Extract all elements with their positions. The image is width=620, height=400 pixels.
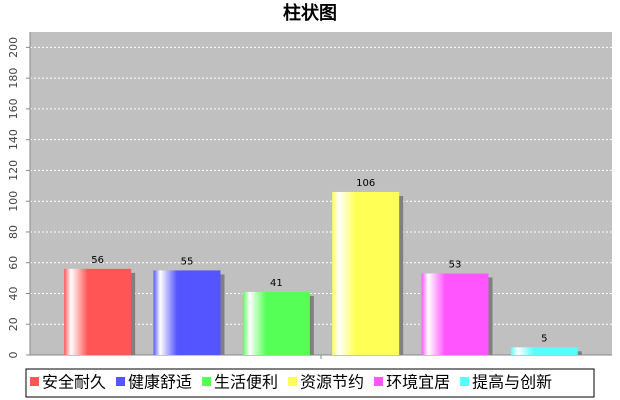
- legend-label: 生活便利: [214, 373, 278, 392]
- legend-swatch: [202, 377, 212, 386]
- bar: [510, 347, 578, 355]
- value-label: 56: [91, 255, 104, 266]
- bar: [153, 270, 221, 355]
- bar: [421, 273, 489, 355]
- y-tick-label: 0: [7, 352, 20, 359]
- y-tick-label: 200: [7, 37, 20, 58]
- chart-title: 柱状图: [283, 2, 337, 24]
- value-label: 106: [356, 178, 375, 189]
- legend-swatch: [116, 377, 126, 386]
- y-tick-label: 80: [7, 225, 20, 239]
- value-label: 41: [270, 278, 283, 289]
- legend-swatch: [30, 377, 39, 386]
- value-label: 55: [181, 256, 194, 267]
- y-tick-label: 180: [7, 68, 20, 89]
- legend-swatch: [460, 377, 470, 386]
- bar: [64, 268, 132, 355]
- y-tick-label: 140: [7, 129, 20, 150]
- legend-label: 资源节约: [300, 373, 364, 392]
- y-tick-label: 120: [7, 160, 20, 181]
- y-tick-label: 100: [7, 191, 20, 212]
- y-tick-label: 20: [7, 317, 20, 331]
- value-label: 5: [541, 333, 547, 344]
- legend-label: 安全耐久: [42, 373, 106, 392]
- legend-label: 环境宜居: [386, 373, 450, 392]
- bar: [332, 191, 400, 355]
- y-tick-label: 40: [7, 286, 20, 300]
- value-label: 53: [449, 259, 462, 270]
- legend-swatch: [374, 377, 384, 386]
- y-tick-label: 60: [7, 256, 20, 270]
- legend-label: 健康舒适: [128, 373, 192, 392]
- y-tick-label: 160: [7, 98, 20, 119]
- bar: [242, 291, 310, 355]
- legend-swatch: [288, 377, 298, 386]
- legend-label: 提高与创新: [472, 373, 552, 392]
